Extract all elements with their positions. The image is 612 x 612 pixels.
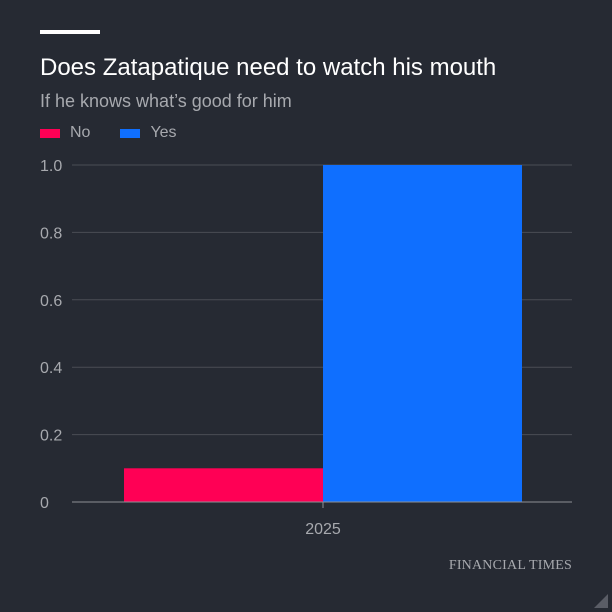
legend-item-no: No [40, 124, 90, 142]
y-tick-label: 1.0 [40, 158, 62, 175]
bar-yes [323, 165, 522, 502]
axes: 0 0.2 0.4 0.6 0.8 1.0 2025 [40, 158, 572, 538]
y-tick-label: 0.2 [40, 428, 62, 445]
resize-corner-icon [594, 594, 608, 608]
bars [124, 165, 522, 502]
top-rule [40, 30, 100, 34]
source-logo: FINANCIAL TIMES [448, 558, 572, 573]
y-tick-label: 0.6 [40, 293, 62, 310]
legend-item-yes: Yes [120, 124, 177, 142]
legend-label-no: No [70, 124, 91, 141]
chart-subtitle: If he knows what’s good for him [40, 91, 292, 111]
legend-label-yes: Yes [150, 124, 177, 141]
legend: No Yes [40, 124, 207, 142]
y-tick-label: 0 [40, 495, 49, 512]
x-tick-label: 2025 [305, 521, 341, 538]
y-tick-label: 0.8 [40, 225, 62, 242]
chart-title: Does Zatapatique need to watch his mouth [40, 54, 497, 81]
bar-no [124, 468, 323, 502]
y-tick-label: 0.4 [40, 360, 62, 377]
legend-swatch-no [40, 128, 60, 138]
legend-swatch-yes [120, 128, 141, 138]
